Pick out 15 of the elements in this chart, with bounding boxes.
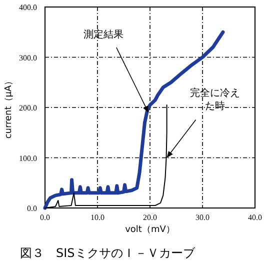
y-axis-title: current（μA） (4, 76, 14, 139)
text: 図３ SISミクサのＩ－Ｖカーブ (20, 246, 196, 260)
y-tick-label: 200.0 (19, 104, 37, 112)
y-tick-label: 0.0 (27, 204, 37, 213)
x-tick-label: 10.0 (90, 213, 104, 222)
y-tick-label: 300.0 (19, 53, 37, 62)
x-tick-label: 40.0 (248, 213, 262, 222)
annotation: 完全に冷えた時 (190, 86, 240, 112)
x-tick-label: 0.0 (40, 213, 50, 222)
x-tick-label: 30.0 (196, 213, 210, 222)
annotation: 測定結果 (83, 28, 124, 41)
x-tick-label: 20.0 (143, 213, 157, 222)
y-tick-label: 400.0 (19, 3, 37, 12)
x-axis-title: volt（mV） (125, 225, 175, 235)
y-tick-label: 100.0 (19, 154, 37, 163)
